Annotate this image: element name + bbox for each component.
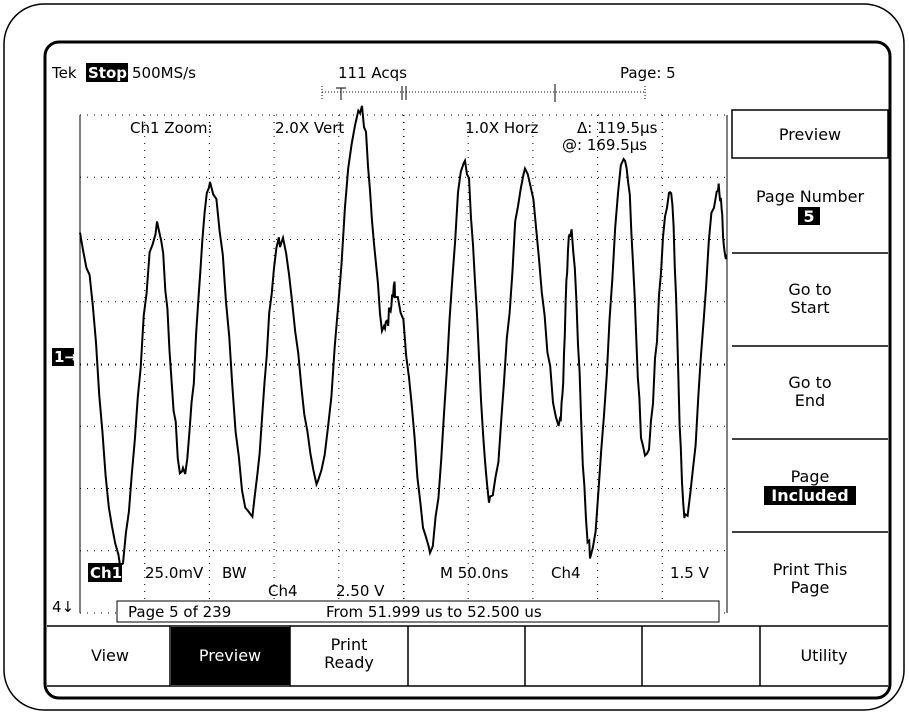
page-indicator: Page: 5 bbox=[620, 64, 676, 82]
waveform bbox=[79, 105, 728, 567]
go-start[interactable]: Start bbox=[790, 298, 829, 317]
at-time: @: 169.5µs bbox=[562, 136, 647, 154]
go-end[interactable]: End bbox=[795, 391, 825, 410]
bezel bbox=[3, 3, 905, 711]
ch1-marker: 1→ bbox=[54, 348, 77, 366]
page-state-bg bbox=[764, 486, 856, 505]
bw-flag: BW bbox=[222, 564, 247, 582]
go-end[interactable]: Go to bbox=[788, 373, 831, 392]
rate: 500MS/s bbox=[132, 64, 196, 82]
ch4-label: Ch4 bbox=[268, 582, 298, 600]
print-page[interactable]: Print This bbox=[773, 560, 848, 579]
view-button[interactable]: View bbox=[91, 646, 129, 665]
timebase: M 50.0ns bbox=[440, 564, 509, 582]
horz-zoom: 1.0X Horz bbox=[465, 119, 539, 137]
page-number-value[interactable]: 5 bbox=[803, 207, 814, 226]
side-menu-frame bbox=[731, 109, 889, 533]
page-count: Page 5 of 239 bbox=[128, 603, 231, 621]
zoom-label: Ch1 Zoom: bbox=[130, 119, 213, 137]
display-frame bbox=[43, 40, 892, 700]
page-state-label[interactable]: Page bbox=[791, 467, 830, 486]
print-ready-button[interactable]: Print bbox=[331, 635, 368, 654]
acqs: 111 Acqs bbox=[338, 64, 407, 82]
trigger-level: 1.5 V bbox=[670, 564, 710, 582]
preview-tab-bg bbox=[171, 627, 290, 685]
brand: Tek bbox=[51, 64, 77, 82]
utility-button[interactable]: Utility bbox=[800, 646, 847, 665]
page-bar bbox=[116, 600, 720, 623]
preview-button[interactable]: Preview bbox=[199, 646, 261, 665]
state: Stop: bbox=[88, 64, 133, 82]
ch1-bg bbox=[88, 563, 122, 582]
ch1-label: Ch1 bbox=[90, 564, 122, 582]
ch4-marker: 4↓ bbox=[52, 598, 74, 616]
trigger-source: Ch4 bbox=[551, 564, 581, 582]
vert-zoom: 2.0X Vert bbox=[275, 119, 344, 137]
page-state-value[interactable]: Included bbox=[771, 486, 848, 505]
print-page[interactable]: Page bbox=[791, 578, 830, 597]
delta: Δ: 119.5µs bbox=[577, 119, 658, 137]
page-range: From 51.999 us to 52.500 us bbox=[326, 603, 542, 621]
state-bg bbox=[86, 63, 128, 82]
page-number-bg bbox=[798, 207, 820, 225]
side-title: Preview bbox=[779, 125, 841, 144]
go-start[interactable]: Go to bbox=[788, 280, 831, 299]
ch1-marker-bg bbox=[52, 348, 74, 366]
print-ready-button[interactable]: Ready bbox=[324, 653, 374, 672]
page-number-label[interactable]: Page Number bbox=[756, 187, 865, 206]
ch4-scale: 2.50 V bbox=[336, 582, 385, 600]
ch1-scale: 25.0mV bbox=[145, 564, 204, 582]
record-bar bbox=[321, 84, 646, 102]
